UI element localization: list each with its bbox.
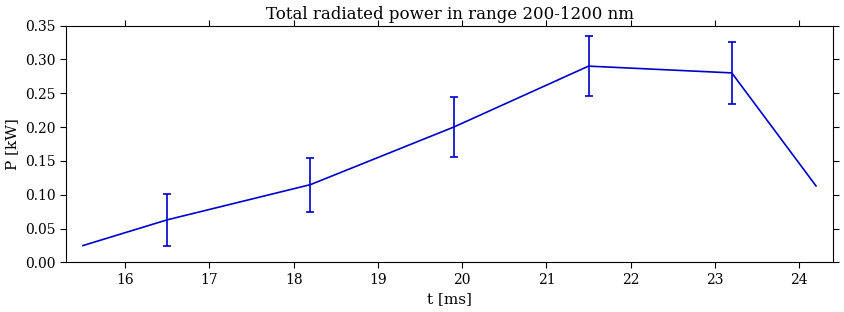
Title: Total radiated power in range 200-1200 nm: Total radiated power in range 200-1200 n… [266, 6, 634, 22]
X-axis label: t [ms]: t [ms] [427, 292, 472, 306]
Y-axis label: P [kW]: P [kW] [6, 118, 19, 170]
